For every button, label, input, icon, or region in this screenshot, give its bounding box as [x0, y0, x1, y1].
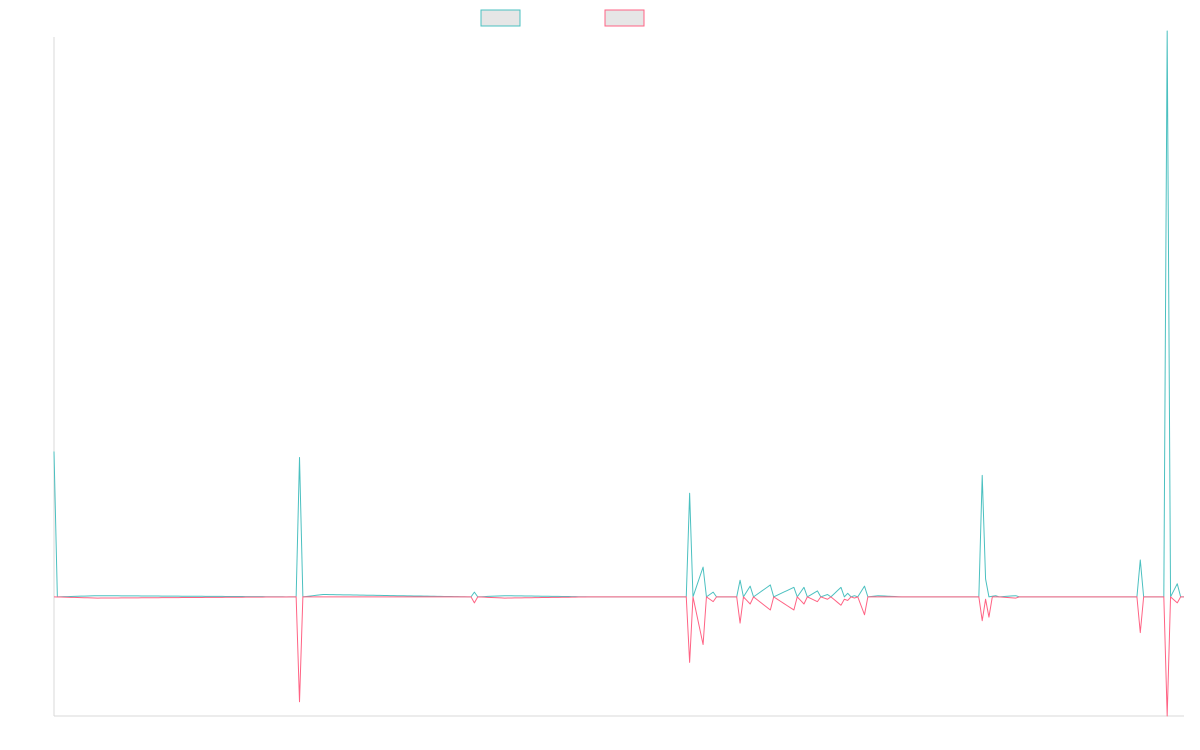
series-line-1: [53, 30, 1184, 598]
legend-swatch-1[interactable]: [480, 9, 521, 27]
chart-legend: [480, 9, 645, 27]
legend-swatch-2[interactable]: [604, 9, 645, 27]
series-line-2: [53, 596, 1184, 717]
series-layer: [53, 30, 1184, 717]
